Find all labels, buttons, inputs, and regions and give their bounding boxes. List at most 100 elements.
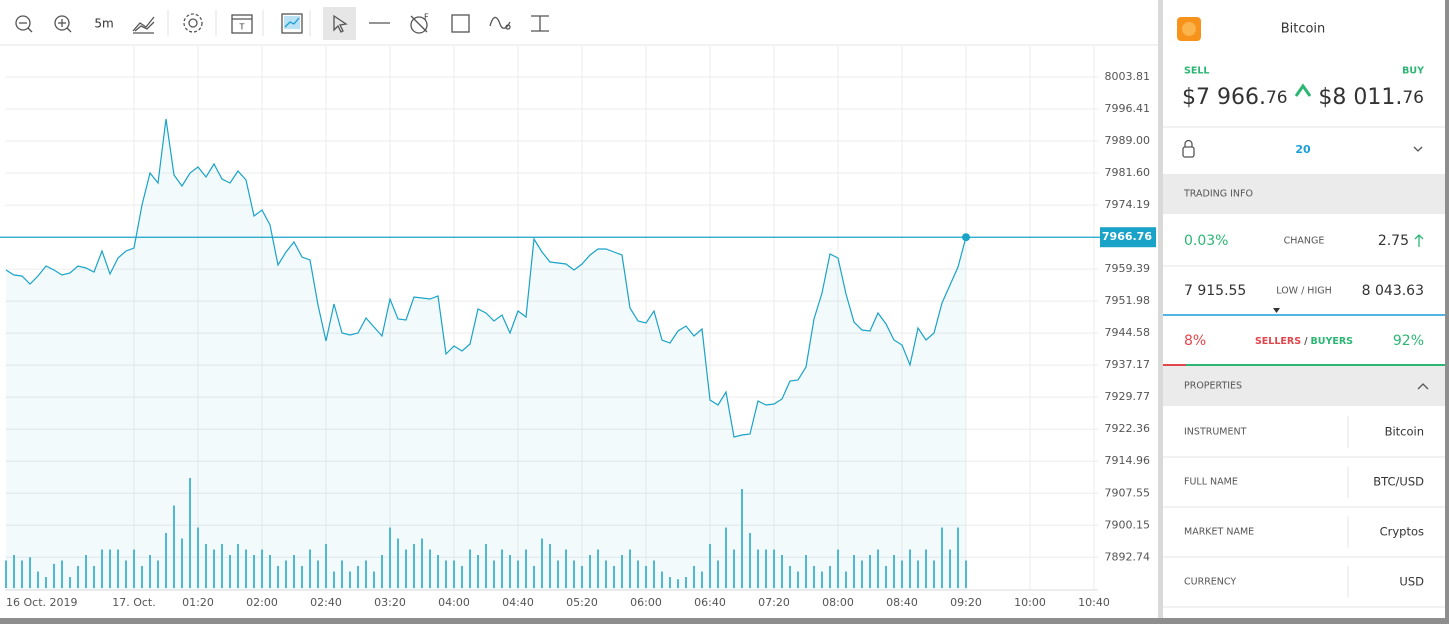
volume-bar [829, 566, 831, 588]
volume-bar [725, 527, 727, 588]
volume-bar [453, 560, 455, 588]
volume-bar [205, 544, 207, 588]
x-tick-label: 02:40 [310, 596, 342, 609]
volume-bar [573, 560, 575, 588]
panel-divider [1158, 0, 1163, 618]
y-tick-label: 7959.39 [1105, 262, 1151, 275]
x-tick-label: 09:20 [950, 596, 982, 609]
change-up-arrow [1414, 234, 1424, 247]
buy-price[interactable]: $8 011.76 [1318, 85, 1424, 110]
volume-bar [461, 566, 463, 588]
volume-bar [773, 549, 775, 588]
y-tick-label: 7922.36 [1105, 422, 1151, 435]
svg-text:F: F [424, 13, 429, 22]
price-line [5, 118, 967, 438]
settings-button[interactable] [183, 13, 203, 33]
volume-bar [813, 566, 815, 588]
volume-bar [333, 571, 335, 588]
volume-bar [509, 555, 511, 588]
property-name: INSTRUMENT [1184, 427, 1247, 438]
y-tick-label: 7996.41 [1105, 102, 1151, 115]
volume-bar [613, 566, 615, 588]
y-tick-label: 7951.98 [1105, 294, 1151, 307]
volume-bar [141, 566, 143, 588]
volume-bar [805, 555, 807, 588]
volume-bar [709, 544, 711, 588]
lock-icon [1182, 139, 1195, 158]
volume-bar [949, 549, 951, 588]
volume-bar [941, 527, 943, 588]
svg-text:T: T [239, 23, 245, 32]
sellers-buyers-label: SELLERS / BUYERS [1255, 336, 1353, 347]
x-tick-label: 06:00 [630, 596, 662, 609]
property-name: FULL NAME [1184, 477, 1238, 488]
volume-bar [837, 549, 839, 588]
volume-bar [221, 544, 223, 588]
volume-bar [325, 544, 327, 588]
volume-bar [357, 566, 359, 588]
fibonacci-tool-button[interactable]: F [410, 13, 429, 34]
range-marker [1273, 308, 1280, 313]
volume-bar [261, 549, 263, 588]
volume-bar [117, 549, 119, 588]
cursor-button-bg [323, 7, 356, 40]
volume-bar [533, 566, 535, 588]
volume-bar [957, 527, 959, 588]
leverage[interactable]: 20 [1295, 143, 1311, 156]
volume-bar [517, 560, 519, 588]
section-header[interactable] [1163, 366, 1445, 406]
x-tick-label: 03:20 [374, 596, 406, 609]
sell-price[interactable]: $7 966.76 [1182, 85, 1288, 110]
zoom-in-button[interactable] [54, 15, 72, 33]
section-header [1163, 174, 1445, 214]
y-tick-label: 7937.17 [1105, 358, 1151, 371]
text-tool-button[interactable] [531, 15, 549, 32]
y-tick-label: 7989.00 [1105, 134, 1151, 147]
curve-tool-button[interactable] [489, 16, 511, 30]
volume-bar [285, 560, 287, 588]
x-tick-label: 08:00 [822, 596, 854, 609]
rectangle-tool-button[interactable] [451, 14, 470, 33]
x-tick-label: 17. Oct. [112, 596, 156, 609]
volume-bar [493, 560, 495, 588]
section-title: TRADING INFO [1183, 189, 1253, 200]
volume-bar [821, 571, 823, 588]
volume-bar [293, 555, 295, 588]
x-tick-label: 06:40 [694, 596, 726, 609]
volume-bar [125, 560, 127, 588]
cursor-button[interactable] [333, 14, 348, 33]
volume-bar [253, 555, 255, 588]
x-tick-label: 16 Oct. 2019 [6, 596, 78, 609]
volume-bar [621, 555, 623, 588]
separator-text: / [1304, 336, 1308, 347]
volume-bar [277, 566, 279, 588]
property-value: Cryptos [1380, 525, 1424, 539]
change-label: CHANGE [1284, 236, 1325, 247]
chart-type-button[interactable] [132, 16, 155, 34]
leverage-dropdown[interactable] [1413, 146, 1423, 152]
volume-bar [301, 566, 303, 588]
zoom-out-button[interactable] [15, 15, 33, 33]
y-tick-label: 8003.81 [1105, 70, 1151, 83]
volume-bar [741, 489, 743, 588]
volume-bar [893, 555, 895, 588]
template-button[interactable]: T [231, 14, 253, 34]
y-tick-label: 7907.55 [1105, 486, 1151, 499]
volume-bar [861, 560, 863, 588]
volume-bar [5, 560, 7, 588]
volume-bar [693, 566, 695, 588]
volume-bar [389, 527, 391, 588]
volume-bar [477, 555, 479, 588]
indicator-button[interactable] [281, 13, 303, 34]
volume-bar [845, 571, 847, 588]
volume-bar [597, 549, 599, 588]
y-tick-label: 7974.19 [1105, 198, 1151, 211]
interval-button[interactable]: 5m [94, 17, 113, 31]
volume-bar [661, 571, 663, 588]
collapse-icon[interactable] [1417, 383, 1429, 390]
volume-bar [437, 555, 439, 588]
volume-bar [637, 560, 639, 588]
change-value: 2.75 [1378, 233, 1409, 249]
volume-bar [213, 549, 215, 588]
